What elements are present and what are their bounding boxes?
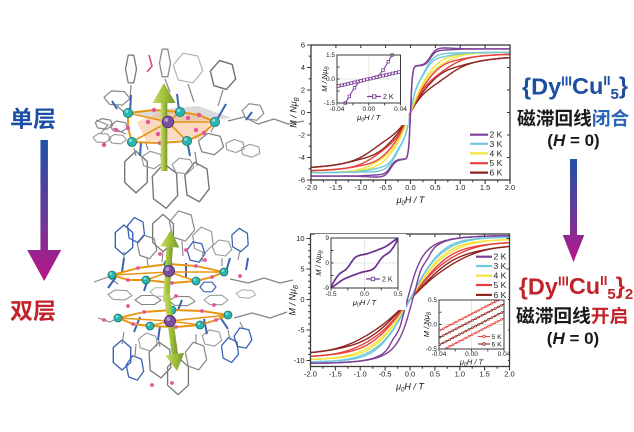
svg-text:1.0: 1.0 (455, 183, 465, 192)
svg-text:M / NμB: M / NμB (422, 311, 433, 337)
svg-text:0.04: 0.04 (394, 106, 407, 113)
svg-text:μ0H / T: μ0H / T (356, 113, 382, 124)
svg-text:1.5: 1.5 (326, 52, 335, 59)
svg-text:2 K: 2 K (490, 130, 503, 140)
svg-text:-0.5: -0.5 (325, 291, 337, 298)
svg-text:3 K: 3 K (490, 139, 503, 149)
svg-text:0: 0 (300, 295, 304, 304)
svg-text:4 K: 4 K (490, 148, 503, 158)
svg-text:M / NμB: M / NμB (289, 97, 301, 127)
svg-text:0.5: 0.5 (430, 370, 440, 379)
svg-text:0.00: 0.00 (465, 351, 478, 358)
svg-text:-1.5: -1.5 (324, 100, 336, 107)
svg-text:0.04: 0.04 (498, 351, 511, 358)
svg-text:-2.0: -2.0 (304, 370, 317, 379)
svg-text:1.5: 1.5 (480, 183, 490, 192)
svg-text:μ0H / T: μ0H / T (395, 382, 425, 394)
svg-text:{DyIIICuII5}2: {DyIIICuII5}2 (519, 273, 633, 304)
svg-text:2 K: 2 K (383, 94, 394, 101)
svg-text:0.0: 0.0 (326, 76, 335, 83)
svg-text:6 K: 6 K (490, 168, 503, 178)
svg-text:M / NμB: M / NμB (320, 66, 331, 92)
svg-text:(H = 0): (H = 0) (547, 329, 599, 348)
svg-text:2 K: 2 K (494, 252, 507, 262)
svg-text:5 K: 5 K (494, 280, 507, 290)
svg-text:μ0H / T: μ0H / T (396, 195, 426, 207)
svg-text:0.5: 0.5 (430, 183, 440, 192)
svg-text:4: 4 (301, 63, 305, 72)
svg-text:-6: -6 (298, 176, 305, 185)
svg-text:μ0H / T: μ0H / T (459, 358, 485, 369)
svg-text:0.00: 0.00 (362, 106, 375, 113)
svg-text:0: 0 (301, 108, 305, 117)
svg-text:3 K: 3 K (494, 261, 507, 271)
svg-text:0.5: 0.5 (428, 297, 437, 304)
svg-text:2 K: 2 K (382, 277, 393, 284)
svg-text:0.0: 0.0 (405, 370, 415, 379)
svg-text:M / NμB: M / NμB (314, 250, 325, 276)
svg-text:-2.0: -2.0 (305, 183, 318, 192)
svg-text:5 K: 5 K (492, 334, 503, 341)
svg-text:9: 9 (325, 235, 329, 242)
svg-text:6 K: 6 K (494, 290, 507, 300)
svg-text:0.0: 0.0 (405, 183, 415, 192)
svg-text:0.0: 0.0 (360, 291, 369, 298)
svg-text:2: 2 (301, 86, 305, 95)
svg-text:2.0: 2.0 (504, 370, 514, 379)
svg-text:-0.5: -0.5 (426, 346, 438, 353)
svg-text:0.5: 0.5 (393, 291, 402, 298)
svg-text:-1.0: -1.0 (354, 370, 367, 379)
svg-text:{DyIIICuII5}: {DyIIICuII5} (522, 73, 628, 104)
svg-text:(H = 0): (H = 0) (547, 131, 599, 150)
svg-text:-1.0: -1.0 (354, 183, 367, 192)
svg-text:0: 0 (325, 260, 329, 267)
svg-text:-1.5: -1.5 (329, 370, 342, 379)
svg-text:-0.04: -0.04 (432, 351, 447, 358)
svg-text:-0.5: -0.5 (379, 183, 392, 192)
svg-text:-2: -2 (298, 131, 305, 140)
svg-text:M / NμB: M / NμB (288, 285, 300, 315)
svg-text:-9: -9 (323, 285, 329, 292)
svg-text:-0.04: -0.04 (330, 106, 345, 113)
svg-text:6: 6 (301, 41, 305, 50)
svg-text:1.0: 1.0 (455, 370, 465, 379)
svg-text:10: 10 (296, 234, 304, 243)
svg-text:6 K: 6 K (492, 341, 503, 348)
svg-text:-1.5: -1.5 (329, 183, 342, 192)
svg-text:μ0H / T: μ0H / T (352, 298, 378, 309)
svg-text:5 K: 5 K (490, 158, 503, 168)
svg-text:-5: -5 (298, 326, 305, 335)
svg-text:1.5: 1.5 (479, 370, 489, 379)
svg-text:-4: -4 (298, 153, 305, 162)
svg-text:2.0: 2.0 (505, 183, 515, 192)
svg-text:-0.5: -0.5 (379, 370, 392, 379)
svg-text:4 K: 4 K (494, 271, 507, 281)
svg-text:0.0: 0.0 (428, 322, 437, 329)
svg-text:5: 5 (300, 265, 304, 274)
svg-text:-10: -10 (294, 356, 305, 365)
